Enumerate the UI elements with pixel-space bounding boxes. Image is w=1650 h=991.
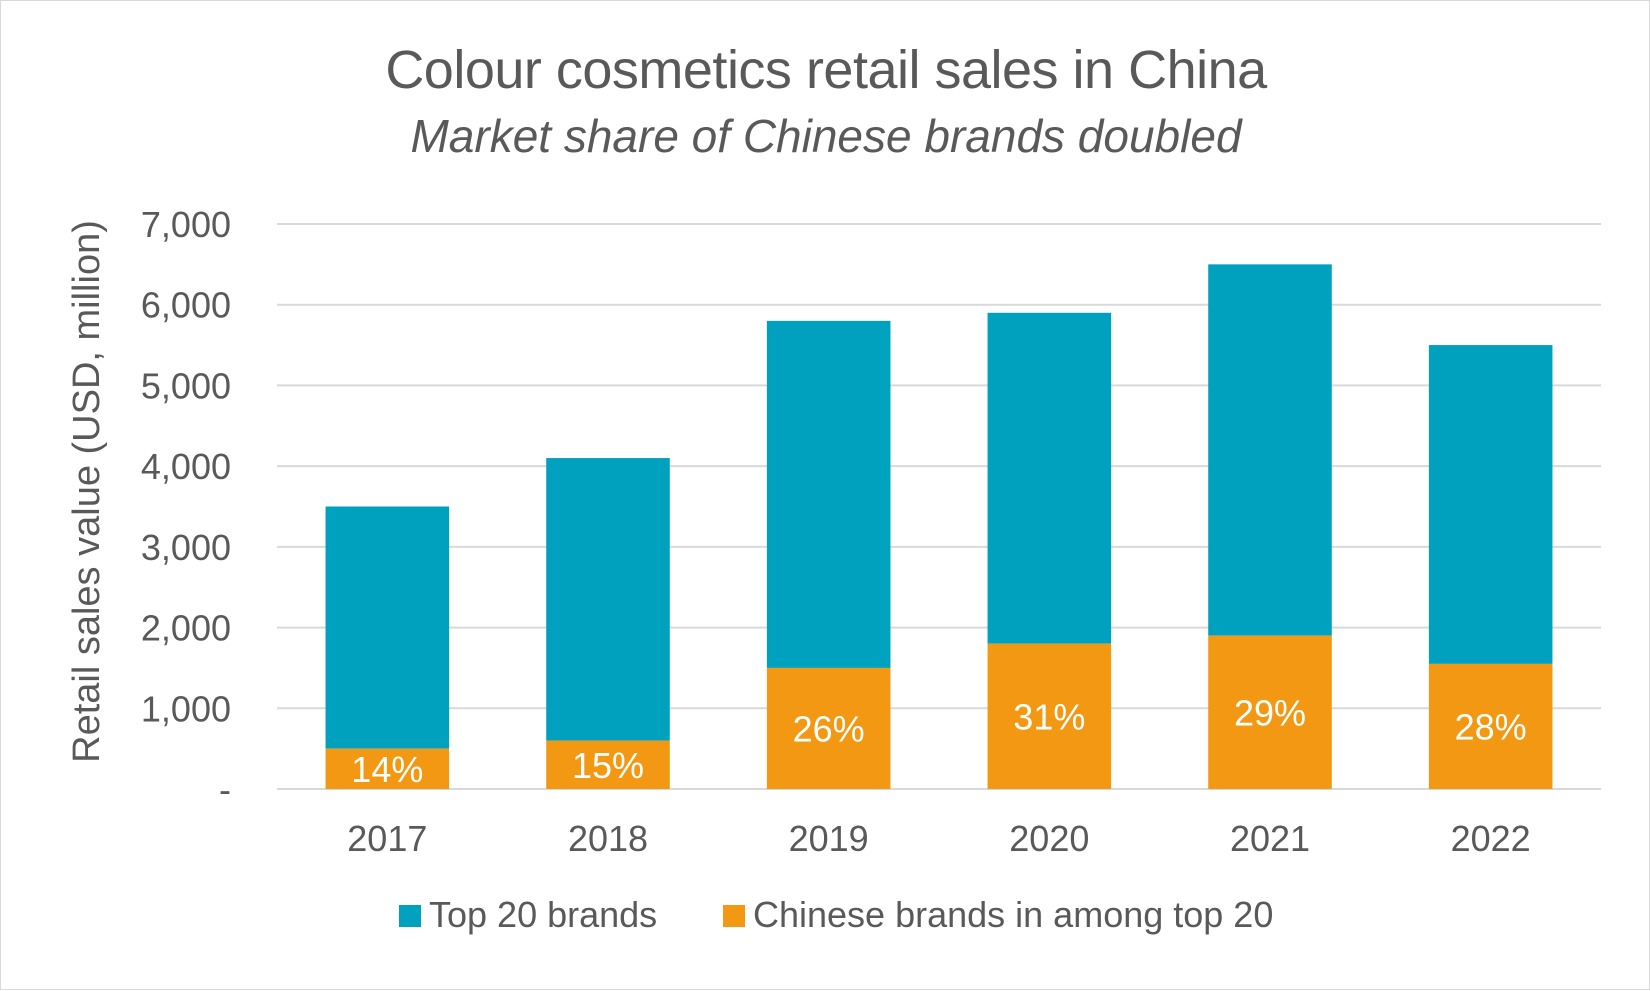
legend-swatch [723, 905, 745, 927]
x-tick-label: 2019 [789, 818, 869, 859]
legend-label: Top 20 brands [429, 894, 657, 935]
y-tick-label: 3,000 [141, 527, 231, 568]
bar-top20-2022 [1428, 345, 1553, 664]
x-tick-label: 2018 [568, 818, 648, 859]
y-tick-label: 6,000 [141, 285, 231, 326]
legend-swatch [399, 905, 421, 927]
data-label: 14% [351, 749, 423, 790]
bar-chinese-2021 [1208, 635, 1332, 789]
bar-top20-2020 [987, 312, 1112, 644]
x-tick-label: 2017 [347, 818, 427, 859]
y-tick-label: 5,000 [141, 365, 231, 406]
legend-label: Chinese brands in among top 20 [753, 894, 1273, 935]
bar-chinese-2020 [987, 643, 1112, 789]
bar-chinese-2017 [325, 748, 450, 789]
bar-top20-2021 [1208, 264, 1332, 636]
data-label: 28% [1455, 706, 1527, 747]
x-tick-label: 2021 [1230, 818, 1310, 859]
y-tick-label: 4,000 [141, 446, 231, 487]
y-axis-label: Retail sales value (USD, million) [66, 220, 108, 763]
data-label: 26% [793, 708, 865, 749]
y-tick-label: 1,000 [141, 688, 231, 729]
bar-top20-2018 [546, 458, 670, 741]
bar-top20-2017 [325, 506, 450, 749]
chart-title: Colour cosmetics retail sales in China [385, 40, 1267, 100]
data-label: 15% [572, 745, 644, 786]
bar-chinese-2022 [1428, 663, 1553, 789]
y-tick-label: 2,000 [141, 608, 231, 649]
x-tick-label: 2020 [1009, 818, 1089, 859]
data-label: 29% [1234, 692, 1306, 733]
y-tick-label: - [219, 769, 231, 810]
bar-chinese-2018 [546, 740, 670, 789]
bar-chinese-2019 [766, 667, 891, 789]
x-tick-label: 2022 [1451, 818, 1531, 859]
data-label: 31% [1013, 696, 1085, 737]
chart-subtitle: Market share of Chinese brands doubled [410, 110, 1242, 162]
y-tick-label: 7,000 [141, 204, 231, 245]
bar-top20-2019 [766, 320, 891, 668]
